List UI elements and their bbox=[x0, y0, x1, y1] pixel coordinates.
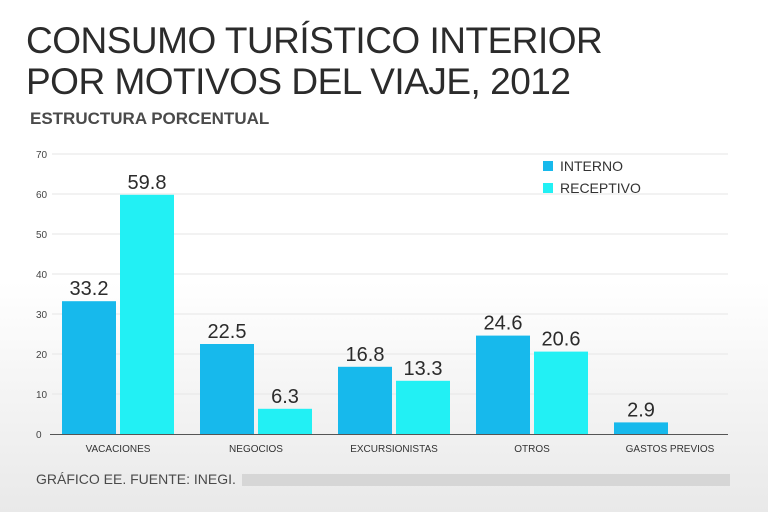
y-tick-label: 30 bbox=[36, 310, 48, 321]
chart-title: CONSUMO TURÍSTICO INTERIOR POR MOTIVOS D… bbox=[26, 20, 746, 102]
legend-swatch-interno bbox=[543, 161, 553, 171]
chart-subtitle: ESTRUCTURA PORCENTUAL bbox=[30, 109, 270, 128]
x-category-label: NEGOCIOS bbox=[229, 444, 283, 455]
bar-interno bbox=[62, 301, 116, 434]
data-label-interno: 22.5 bbox=[208, 321, 247, 343]
x-category-label: OTROS bbox=[514, 444, 550, 455]
bar-interno bbox=[338, 366, 392, 434]
footer-divider-bar bbox=[242, 474, 730, 486]
bar-receptivo bbox=[258, 408, 312, 434]
data-label-interno: 2.9 bbox=[627, 399, 655, 421]
data-label-receptivo: 6.3 bbox=[271, 386, 299, 408]
x-category-label: GASTOS PREVIOS bbox=[626, 444, 715, 455]
chart-title-line-1: CONSUMO TURÍSTICO INTERIOR bbox=[26, 20, 603, 61]
y-tick-label: 20 bbox=[36, 350, 48, 361]
bar-receptivo bbox=[534, 351, 588, 434]
x-category-label: VACACIONES bbox=[86, 444, 151, 455]
legend-label-receptivo: RECEPTIVO bbox=[560, 180, 641, 196]
data-label-receptivo: 59.8 bbox=[128, 172, 167, 194]
source-note: GRÁFICO EE. FUENTE: INEGI. bbox=[36, 471, 236, 487]
data-label-interno: 16.8 bbox=[346, 344, 385, 366]
bar-receptivo bbox=[396, 380, 450, 434]
legend-label-interno: INTERNO bbox=[560, 158, 623, 174]
y-tick-label: 10 bbox=[36, 390, 48, 401]
data-label-interno: 24.6 bbox=[484, 313, 523, 335]
data-label-receptivo: 13.3 bbox=[404, 358, 443, 380]
x-category-label: EXCURSIONISTAS bbox=[350, 444, 438, 455]
y-tick-label: 60 bbox=[36, 190, 48, 201]
data-label-receptivo: 20.6 bbox=[542, 329, 581, 351]
bar-interno bbox=[476, 335, 530, 434]
y-tick-label: 40 bbox=[36, 270, 48, 281]
chart-title-line-2: POR MOTIVOS DEL VIAJE, 2012 bbox=[26, 61, 571, 102]
bar-receptivo bbox=[120, 194, 174, 434]
bar-interno bbox=[200, 344, 254, 434]
y-tick-label: 0 bbox=[36, 430, 42, 441]
y-tick-label: 50 bbox=[36, 230, 48, 241]
bar-interno bbox=[614, 422, 668, 434]
data-label-interno: 33.2 bbox=[70, 278, 109, 300]
legend-swatch-receptivo bbox=[543, 183, 553, 193]
y-tick-label: 70 bbox=[36, 150, 48, 161]
